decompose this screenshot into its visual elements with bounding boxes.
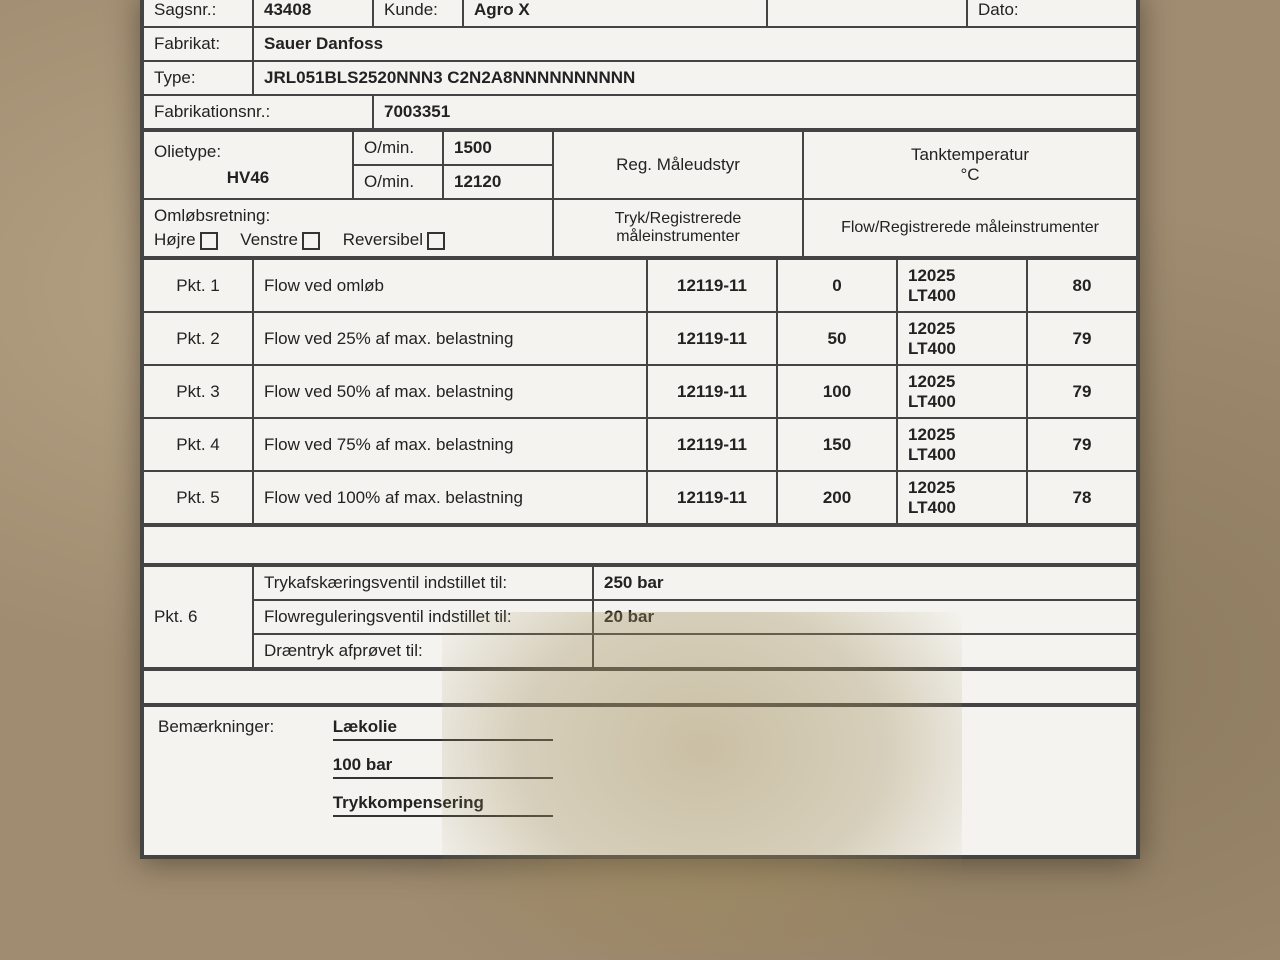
desc-cell: Flow ved 25% af max. belastning (253, 312, 647, 365)
empty-cell (767, 0, 967, 27)
venstre-label: Venstre (240, 230, 298, 249)
row-type: Type: JRL051BLS2520NNN3 C2N2A8NNNNNNNNNN (143, 61, 1137, 95)
tanktemp: Tanktemperatur °C (803, 131, 1137, 199)
remarks-line-2: 100 bar (333, 755, 553, 779)
flow-id-cell: 12025LT400 (897, 312, 1027, 365)
flow-val-cell: 80 (1027, 259, 1137, 312)
omin2-label: O/min. (353, 165, 443, 199)
omlobs-cell: Omløbsretning: Højre Venstre Reversibel (143, 199, 553, 257)
venstre-checkbox[interactable] (302, 232, 320, 250)
flow-id-cell: 12025LT400 (897, 259, 1027, 312)
reversibel-label: Reversibel (343, 230, 423, 249)
fabrikat-label: Fabrikat: (143, 27, 253, 61)
tanktemp-line2: °C (814, 165, 1126, 185)
desc-cell: Flow ved 100% af max. belastning (253, 471, 647, 524)
tryk-reg-header: Tryk/Registrerede måleinstrumenter (553, 199, 803, 257)
tryk-val-cell: 200 (777, 471, 897, 524)
specs-table: Olietype: HV46 O/min. 1500 Reg. Måleudst… (142, 130, 1138, 258)
form-sheet: Sagsnr.: 43408 Kunde: Agro X Dato: Fabri… (140, 0, 1140, 859)
table-row: Pkt. 3Flow ved 50% af max. belastning121… (143, 365, 1137, 418)
flow-id-cell: 12025LT400 (897, 418, 1027, 471)
table-row: Pkt. 5Flow ved 100% af max. belastning12… (143, 471, 1137, 524)
table-row: Pkt. 2Flow ved 25% af max. belastning121… (143, 312, 1137, 365)
fabrikat-value: Sauer Danfoss (253, 27, 1137, 61)
draentryk-value (593, 634, 1137, 668)
trykafsk-value: 250 bar (593, 566, 1137, 600)
flowreg-label: Flowreguleringsventil indstillet til: (253, 600, 593, 634)
olietype-value: HV46 (154, 168, 342, 188)
sagsnr-label: Sagsnr.: (143, 0, 253, 27)
form-table: Sagsnr.: 43408 Kunde: Agro X Dato: Fabri… (142, 0, 1138, 130)
pkt-cell: Pkt. 1 (143, 259, 253, 312)
omin1-value: 1500 (443, 131, 553, 165)
flowreg-value: 20 bar (593, 600, 1137, 634)
olietype-cell: Olietype: HV46 (143, 131, 353, 199)
remarks-line-3: Trykkompensering (333, 793, 553, 817)
remarks-line-1: Lækolie (333, 717, 553, 741)
reversibel-checkbox[interactable] (427, 232, 445, 250)
remarks-label: Bemærkninger: (158, 717, 328, 737)
pkt-cell: Pkt. 4 (143, 418, 253, 471)
spacer-cell (143, 526, 1137, 564)
tryk-val-cell: 150 (777, 418, 897, 471)
gap-table-2 (142, 669, 1138, 705)
draentryk-label: Dræntryk afprøvet til: (253, 634, 593, 668)
flow-val-cell: 79 (1027, 418, 1137, 471)
pkt6-label: Pkt. 6 (143, 566, 253, 668)
table-row: Pkt. 1Flow ved omløb12119-11012025LT4008… (143, 259, 1137, 312)
tryk-val-cell: 50 (777, 312, 897, 365)
tryk-id-cell: 12119-11 (647, 471, 777, 524)
omlobs-label: Omløbsretning: (154, 206, 542, 226)
remarks-cell: Bemærkninger: Lækolie 100 bar Trykkompen… (143, 706, 1137, 856)
flow-val-cell: 78 (1027, 471, 1137, 524)
flow-reg-header: Flow/Registrerede måleinstrumenter (803, 199, 1137, 257)
gap-table (142, 525, 1138, 565)
pkt-cell: Pkt. 2 (143, 312, 253, 365)
tryk-id-cell: 12119-11 (647, 259, 777, 312)
tryk-id-cell: 12119-11 (647, 312, 777, 365)
fabrikationsnr-label: Fabrikationsnr.: (143, 95, 373, 129)
flow-id-cell: 12025LT400 (897, 365, 1027, 418)
spacer-cell-2 (143, 670, 1137, 704)
pkt-cell: Pkt. 3 (143, 365, 253, 418)
dato-label: Dato: (967, 0, 1137, 27)
reg-maleudstyr: Reg. Måleudstyr (553, 131, 803, 199)
flow-val-cell: 79 (1027, 365, 1137, 418)
trykafsk-label: Trykafskæringsventil indstillet til: (253, 566, 593, 600)
tryk-val-cell: 0 (777, 259, 897, 312)
omin2-value: 12120 (443, 165, 553, 199)
remarks-table: Bemærkninger: Lækolie 100 bar Trykkompen… (142, 705, 1138, 857)
kunde-label: Kunde: (373, 0, 463, 27)
tanktemp-line1: Tanktemperatur (814, 145, 1126, 165)
flow-id-cell: 12025LT400 (897, 471, 1027, 524)
row-fabrikationsnr: Fabrikationsnr.: 7003351 (143, 95, 1137, 129)
omin1-label: O/min. (353, 131, 443, 165)
table-row: Pkt. 4Flow ved 75% af max. belastning121… (143, 418, 1137, 471)
tryk-val-cell: 100 (777, 365, 897, 418)
kunde-value: Agro X (463, 0, 767, 27)
hojre-label: Højre (154, 230, 196, 249)
olietype-label: Olietype: (154, 142, 342, 162)
settings-table: Pkt. 6 Trykafskæringsventil indstillet t… (142, 565, 1138, 669)
type-label: Type: (143, 61, 253, 95)
data-table: Pkt. 1Flow ved omløb12119-11012025LT4008… (142, 258, 1138, 525)
hojre-checkbox[interactable] (200, 232, 218, 250)
type-value: JRL051BLS2520NNN3 C2N2A8NNNNNNNNNN (253, 61, 1137, 95)
fabrikationsnr-value: 7003351 (373, 95, 1137, 129)
tryk-id-cell: 12119-11 (647, 365, 777, 418)
sagsnr-value: 43408 (253, 0, 373, 27)
desc-cell: Flow ved 50% af max. belastning (253, 365, 647, 418)
row-fabrikat: Fabrikat: Sauer Danfoss (143, 27, 1137, 61)
tryk-id-cell: 12119-11 (647, 418, 777, 471)
flow-val-cell: 79 (1027, 312, 1137, 365)
desc-cell: Flow ved 75% af max. belastning (253, 418, 647, 471)
pkt-cell: Pkt. 5 (143, 471, 253, 524)
row-sagsnr: Sagsnr.: 43408 Kunde: Agro X Dato: (143, 0, 1137, 27)
desc-cell: Flow ved omløb (253, 259, 647, 312)
